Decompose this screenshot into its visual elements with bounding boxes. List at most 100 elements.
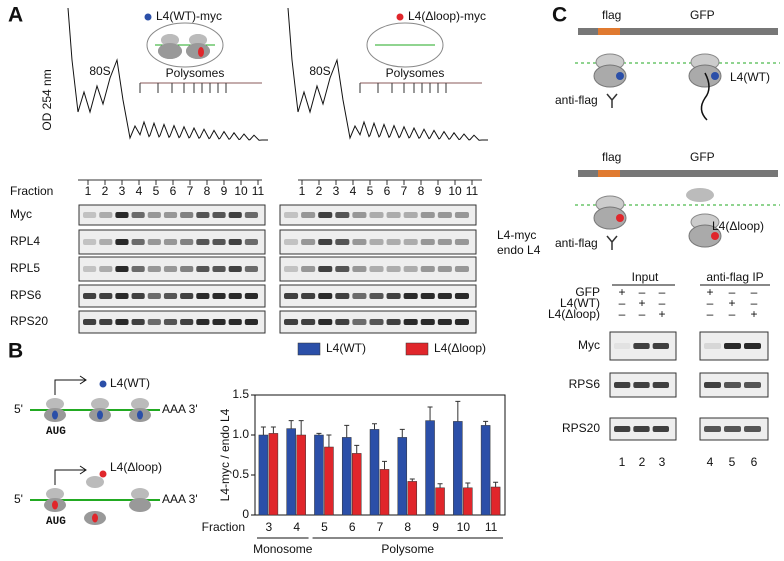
fraction-number: 6	[384, 184, 391, 198]
band	[369, 239, 384, 245]
band	[131, 239, 145, 245]
band	[147, 266, 161, 272]
blot	[279, 229, 477, 255]
band	[454, 266, 469, 272]
bar	[435, 487, 445, 516]
band	[704, 426, 721, 432]
x-tick-label: 6	[349, 520, 356, 534]
band	[228, 319, 242, 325]
fraction-number: 2	[316, 184, 323, 198]
band	[724, 426, 741, 432]
condition-mark: –	[639, 307, 646, 321]
band	[318, 212, 333, 218]
band	[83, 266, 97, 272]
band	[115, 319, 129, 325]
band	[386, 293, 401, 299]
bar	[490, 486, 501, 516]
band	[244, 212, 258, 218]
fraction-number: 5	[153, 184, 160, 198]
subunit	[161, 34, 179, 46]
blot-label: RPS20	[10, 314, 48, 328]
legend-swatch	[405, 342, 429, 356]
group-label: Monosome	[253, 542, 313, 556]
dot	[99, 380, 107, 388]
bar	[258, 434, 269, 516]
fraction-number: 9	[221, 184, 228, 198]
condition-mark: +	[728, 296, 735, 310]
band	[403, 266, 418, 272]
bar	[407, 481, 418, 516]
band	[180, 319, 194, 325]
blot	[78, 204, 266, 226]
artwork	[30, 7, 780, 539]
condition-mark: –	[729, 307, 736, 321]
band	[352, 212, 367, 218]
band	[386, 319, 401, 325]
band	[228, 266, 242, 272]
annotation: endo L4	[497, 243, 541, 257]
blot	[279, 204, 477, 226]
fraction-label: Fraction	[10, 184, 53, 198]
fraction-number: 2	[102, 184, 109, 198]
band	[180, 212, 194, 218]
protein	[52, 410, 58, 420]
band	[163, 212, 178, 218]
band	[163, 319, 178, 325]
peak-label: 80S	[309, 64, 330, 78]
fraction-number: 3	[333, 184, 340, 198]
band	[633, 343, 650, 349]
arrow	[54, 375, 87, 395]
band	[180, 239, 194, 245]
x-tick-label: 3	[266, 520, 273, 534]
band	[196, 319, 210, 325]
condition-label: GFP	[575, 285, 600, 299]
band	[352, 293, 367, 299]
subunit	[189, 34, 207, 46]
band	[284, 293, 299, 299]
error-bar	[427, 406, 433, 421]
band	[420, 212, 435, 218]
subunit	[46, 398, 64, 410]
profile	[287, 7, 488, 141]
band	[244, 266, 258, 272]
band	[386, 239, 401, 245]
band	[369, 293, 384, 299]
band	[420, 319, 435, 325]
fraction-number: 7	[187, 184, 194, 198]
band	[335, 293, 350, 299]
bar	[425, 420, 435, 516]
band	[335, 212, 350, 218]
band	[212, 293, 226, 299]
band	[437, 266, 452, 272]
error-bar	[316, 432, 322, 435]
protein	[52, 500, 58, 510]
subunit	[86, 476, 104, 488]
band	[115, 212, 129, 218]
reporter: GFP	[690, 150, 715, 164]
band	[454, 239, 469, 245]
protein	[137, 410, 143, 420]
band	[131, 293, 145, 299]
band	[212, 239, 226, 245]
condition-mark: +	[618, 285, 625, 299]
x-tick-label: 4	[293, 520, 300, 534]
condition-mark: –	[659, 296, 666, 310]
band	[284, 319, 299, 325]
dot	[144, 13, 152, 21]
legend-label: L4(WT)	[326, 341, 366, 355]
band	[652, 426, 669, 432]
lane-number: 4	[707, 455, 714, 469]
panel-label: B	[8, 340, 23, 363]
error-bar	[260, 426, 266, 435]
error-bar	[270, 426, 276, 434]
band	[244, 319, 258, 325]
gfp	[686, 188, 714, 202]
fraction-number: 9	[435, 184, 442, 198]
dot	[99, 470, 107, 478]
flag-bar	[598, 28, 620, 35]
fraction-number: 8	[418, 184, 425, 198]
band	[147, 239, 161, 245]
construct-bar	[578, 170, 778, 177]
band	[83, 319, 97, 325]
band	[244, 293, 258, 299]
